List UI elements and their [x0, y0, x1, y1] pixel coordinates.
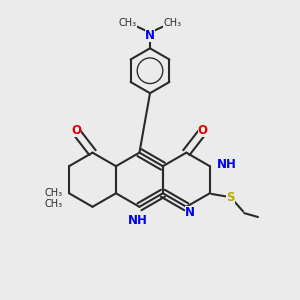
Text: N: N [145, 28, 155, 42]
Text: CH₃: CH₃ [164, 17, 181, 28]
Text: NH: NH [128, 214, 148, 227]
Text: CH₃: CH₃ [45, 199, 63, 209]
Text: CH₃: CH₃ [45, 188, 63, 198]
Text: NH: NH [217, 158, 237, 171]
Text: CH₃: CH₃ [118, 17, 136, 28]
Text: O: O [198, 124, 208, 137]
Text: O: O [71, 124, 81, 137]
Text: S: S [226, 191, 235, 204]
Text: N: N [184, 206, 195, 219]
